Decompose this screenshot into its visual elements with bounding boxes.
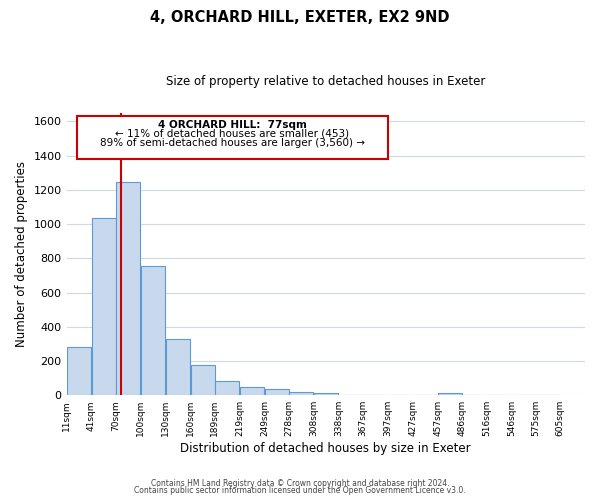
Bar xyxy=(215,380,239,395)
Text: 4 ORCHARD HILL:  77sqm: 4 ORCHARD HILL: 77sqm xyxy=(158,120,307,130)
Bar xyxy=(265,389,289,395)
Text: 89% of semi-detached houses are larger (3,560) →: 89% of semi-detached houses are larger (… xyxy=(100,138,365,147)
Bar xyxy=(116,182,140,395)
Text: ← 11% of detached houses are smaller (453): ← 11% of detached houses are smaller (45… xyxy=(115,128,350,138)
Text: Contains HM Land Registry data © Crown copyright and database right 2024.: Contains HM Land Registry data © Crown c… xyxy=(151,478,449,488)
X-axis label: Distribution of detached houses by size in Exeter: Distribution of detached houses by size … xyxy=(181,442,471,455)
Bar xyxy=(166,338,190,395)
Title: Size of property relative to detached houses in Exeter: Size of property relative to detached ho… xyxy=(166,75,485,88)
Bar xyxy=(438,394,462,395)
Bar xyxy=(239,386,264,395)
Bar xyxy=(92,218,116,395)
Bar xyxy=(289,392,313,395)
Bar xyxy=(140,266,165,395)
Text: 4, ORCHARD HILL, EXETER, EX2 9ND: 4, ORCHARD HILL, EXETER, EX2 9ND xyxy=(150,10,450,25)
Text: Contains public sector information licensed under the Open Government Licence v3: Contains public sector information licen… xyxy=(134,486,466,495)
FancyBboxPatch shape xyxy=(77,116,388,160)
Bar xyxy=(191,366,215,395)
Y-axis label: Number of detached properties: Number of detached properties xyxy=(15,161,28,347)
Bar xyxy=(314,394,338,395)
Bar xyxy=(67,348,91,395)
